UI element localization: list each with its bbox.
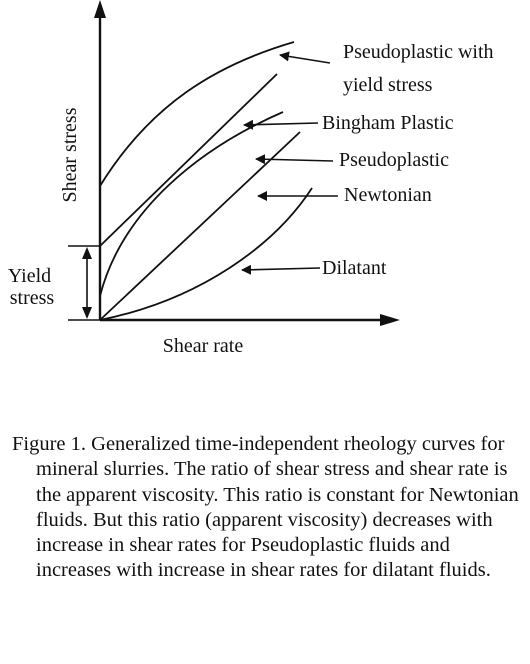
curve-pseudoplastic	[99, 111, 284, 297]
label-line: Pseudoplastic with	[343, 41, 494, 63]
curve-newtonian	[99, 131, 301, 321]
label-line: yield stress	[343, 74, 433, 96]
caption-text: Figure 1. Generalized time-independent r…	[12, 433, 519, 582]
yield-label-line: stress	[10, 287, 55, 309]
curve-dilatant	[99, 187, 313, 321]
y-axis-label: Shear stress	[59, 107, 81, 202]
leader-pseudoplastic-yield-stress	[279, 51, 331, 64]
label-pseudoplastic: Pseudoplastic	[339, 149, 449, 171]
curve-pseudoplastic-yield-stress	[99, 41, 295, 187]
leader-bingham-plastic	[243, 119, 319, 130]
label-pseudoplastic-yield-stress: Pseudoplastic with yield stress	[343, 41, 499, 96]
yield-label-line: Yield	[8, 265, 51, 287]
label-newtonian: Newtonian	[344, 184, 432, 206]
label-dilatant: Dilatant	[322, 257, 387, 279]
figure-caption: Figure 1. Generalized time-independent r…	[12, 432, 522, 584]
leader-dilatant	[241, 264, 321, 275]
rheology-diagram: Shear stress Shear rate Yield stress Pse…	[8, 0, 499, 357]
leader-pseudoplastic	[255, 154, 334, 165]
yield-arrowhead-up	[82, 247, 92, 259]
yield-label: Yield stress	[8, 265, 56, 309]
label-bingham-plastic: Bingham Plastic	[322, 112, 454, 134]
y-axis-arrowhead	[94, 0, 106, 18]
x-axis-label: Shear rate	[163, 335, 244, 357]
yield-arrowhead-down	[82, 307, 92, 319]
x-axis-arrowhead	[380, 314, 400, 326]
curve-bingham-plastic	[99, 73, 278, 247]
